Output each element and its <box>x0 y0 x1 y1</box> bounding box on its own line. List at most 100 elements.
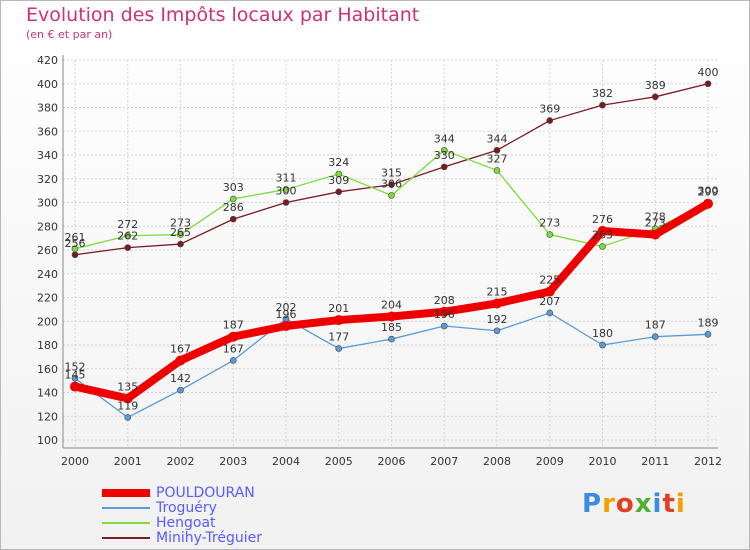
data-point <box>599 341 606 349</box>
data-point <box>175 355 186 366</box>
data-label: 324 <box>328 156 349 169</box>
data-label: 152 <box>65 360 86 373</box>
data-point <box>544 286 555 297</box>
legend-swatch-troguery <box>102 507 150 509</box>
data-point <box>228 331 239 342</box>
data-label: 180 <box>592 327 613 340</box>
x-tick-label: 2003 <box>219 455 247 468</box>
legend-swatch-minihy-treguier <box>102 537 150 539</box>
y-tick-label: 260 <box>37 244 58 257</box>
y-tick-label: 140 <box>37 387 58 400</box>
data-label: 187 <box>223 319 244 332</box>
data-label: 309 <box>328 174 349 187</box>
x-tick-label: 2009 <box>536 455 564 468</box>
data-label: 262 <box>117 230 138 243</box>
data-point <box>177 386 184 394</box>
data-point <box>440 163 448 171</box>
data-label: 196 <box>276 308 297 321</box>
y-tick-label: 280 <box>37 220 58 233</box>
x-tick-label: 2006 <box>378 455 406 468</box>
y-tick-label: 360 <box>37 125 58 138</box>
data-point <box>703 198 713 209</box>
data-point <box>651 333 659 340</box>
data-point <box>493 167 501 174</box>
data-label: 273 <box>170 217 191 230</box>
data-point <box>281 321 291 331</box>
data-point <box>704 331 712 338</box>
data-label: 299 <box>698 186 719 199</box>
data-point <box>597 226 608 236</box>
data-point <box>440 322 448 330</box>
data-point <box>546 309 554 317</box>
data-label: 225 <box>539 274 560 287</box>
data-label: 327 <box>487 152 508 165</box>
data-label: 202 <box>276 301 297 314</box>
x-tick-label: 2002 <box>167 455 195 468</box>
y-tick-label: 200 <box>37 315 58 328</box>
data-point <box>388 181 395 188</box>
data-point <box>282 199 290 206</box>
y-tick-label: 420 <box>37 54 58 67</box>
y-tick-label: 240 <box>37 268 58 281</box>
data-label: 306 <box>381 177 402 190</box>
x-tick-label: 2010 <box>589 455 617 468</box>
data-point <box>71 245 79 253</box>
y-tick-label: 120 <box>37 410 58 423</box>
y-tick-label: 220 <box>37 292 58 305</box>
data-label: 185 <box>381 321 402 334</box>
data-point <box>651 93 659 101</box>
data-point <box>333 315 344 326</box>
x-tick-label: 2001 <box>114 455 142 468</box>
data-point <box>229 195 237 203</box>
legend-item-minihy-treguier: Minihy-Tréguier <box>102 530 262 546</box>
y-tick-label: 100 <box>37 434 58 447</box>
x-tick-label: 2011 <box>641 455 669 468</box>
proxiti-logo: Proxiti <box>582 489 686 519</box>
data-point <box>124 232 132 240</box>
x-tick-label: 2000 <box>61 455 89 468</box>
data-label: 344 <box>487 132 508 145</box>
data-point <box>650 229 661 240</box>
data-label: 177 <box>328 331 349 344</box>
legend-label-pouldouran: POULDOURAN <box>156 485 255 501</box>
data-label: 300 <box>698 185 719 198</box>
x-tick-label: 2008 <box>483 455 511 468</box>
data-label: 261 <box>65 231 86 244</box>
data-point <box>335 170 343 178</box>
legend-swatch-pouldouran <box>102 489 150 497</box>
y-tick-label: 380 <box>37 102 58 115</box>
data-label: 273 <box>645 217 666 230</box>
data-label: 311 <box>276 171 297 184</box>
data-point <box>229 357 237 364</box>
legend-item-hengoat: Hengoat <box>102 515 216 531</box>
data-label: 303 <box>223 181 244 194</box>
data-point <box>71 374 79 382</box>
data-point <box>546 231 554 238</box>
data-label: 273 <box>539 217 560 230</box>
data-label: 286 <box>223 201 244 214</box>
data-point <box>177 240 184 248</box>
data-label: 167 <box>170 342 191 355</box>
data-point <box>282 186 290 193</box>
data-label: 192 <box>487 313 508 326</box>
data-point <box>388 335 395 343</box>
chart-title: Evolution des Impôts locaux par Habitant <box>26 4 420 26</box>
data-point <box>229 215 237 223</box>
x-tick-label: 2007 <box>430 455 458 468</box>
x-tick-label: 2004 <box>272 455 300 468</box>
legend-swatch-hengoat <box>102 522 150 524</box>
data-label: 256 <box>65 237 86 250</box>
data-point <box>335 345 343 352</box>
data-label: 400 <box>698 66 719 79</box>
legend-label-troguery: Troguéry <box>156 500 217 516</box>
legend-item-pouldouran: POULDOURAN <box>102 485 255 501</box>
x-tick-label: 2012 <box>694 455 722 468</box>
data-point <box>493 327 501 335</box>
data-label: 278 <box>645 211 666 224</box>
data-label: 369 <box>539 103 560 116</box>
data-label: 167 <box>223 342 244 355</box>
y-tick-label: 180 <box>37 339 58 352</box>
data-label: 272 <box>117 218 138 231</box>
data-point <box>440 146 448 154</box>
